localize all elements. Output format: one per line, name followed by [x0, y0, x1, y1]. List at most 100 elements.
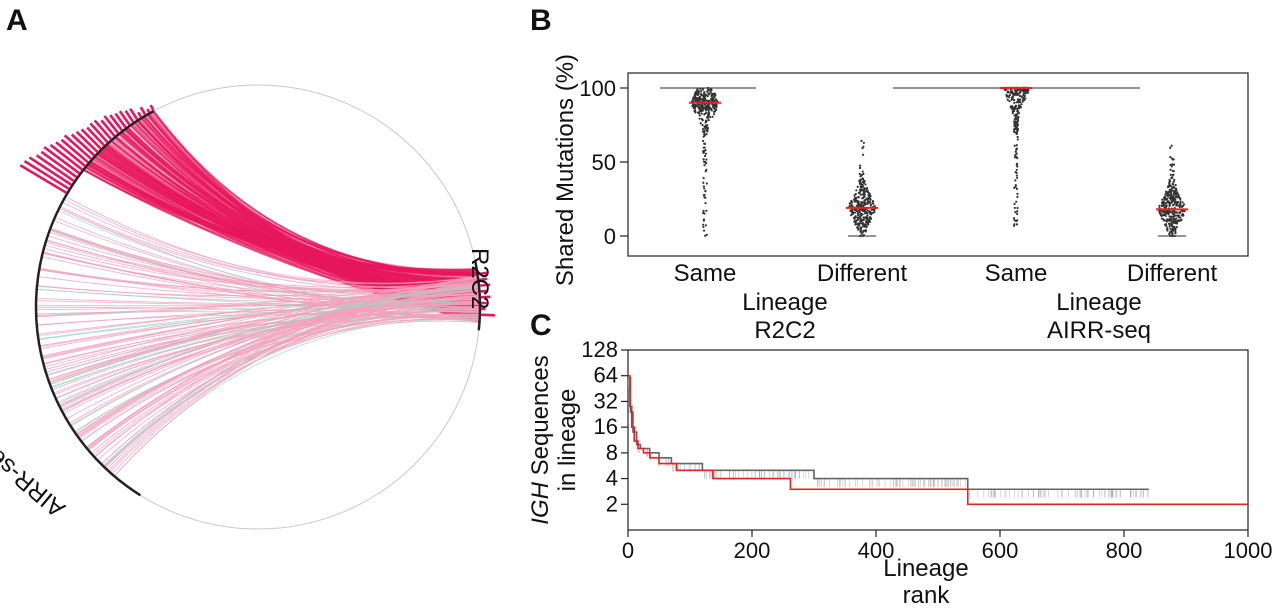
y-tick-label: 4 — [606, 466, 618, 491]
histogram-bar — [103, 115, 120, 135]
data-point — [861, 184, 864, 188]
data-point — [701, 88, 704, 91]
data-point — [693, 109, 696, 112]
panel-c-frame — [627, 349, 1249, 531]
data-point — [1169, 219, 1172, 222]
data-point — [1171, 169, 1174, 173]
data-point — [702, 160, 706, 163]
data-point — [858, 182, 862, 185]
data-point — [859, 164, 862, 167]
data-point — [702, 229, 706, 232]
data-point — [1015, 144, 1018, 147]
data-point — [711, 97, 714, 100]
data-point — [705, 182, 708, 185]
y-tick-label: 32 — [594, 388, 618, 413]
chord — [36, 288, 480, 310]
data-point — [704, 127, 707, 130]
data-point — [851, 211, 854, 214]
chord — [46, 239, 479, 288]
data-point — [704, 109, 708, 112]
data-point — [1013, 206, 1016, 210]
data-point — [705, 90, 709, 93]
data-point — [849, 201, 852, 205]
histogram-bar — [129, 107, 139, 121]
data-point — [1014, 115, 1018, 119]
data-point — [854, 222, 857, 225]
data-point — [864, 217, 867, 220]
data-point — [708, 113, 711, 116]
data-point — [1174, 191, 1177, 195]
data-point — [855, 219, 859, 222]
data-point — [1170, 200, 1173, 203]
data-point — [1163, 198, 1166, 201]
data-point — [709, 91, 712, 94]
data-point — [705, 107, 709, 110]
data-point — [1168, 204, 1171, 208]
data-point — [1162, 213, 1165, 216]
chord — [36, 297, 480, 306]
data-point — [703, 103, 706, 106]
data-point — [701, 98, 704, 101]
data-point — [1173, 221, 1177, 224]
data-point — [863, 187, 866, 190]
data-point — [1015, 220, 1018, 223]
data-point — [1014, 89, 1017, 92]
chord — [48, 288, 480, 382]
data-point — [1164, 206, 1167, 209]
data-point — [707, 100, 710, 103]
data-point — [714, 93, 717, 96]
data-point — [1013, 219, 1016, 222]
data-point — [857, 209, 860, 212]
data-point — [1016, 212, 1019, 215]
data-point — [1015, 126, 1018, 129]
data-point — [1165, 219, 1168, 222]
data-point — [699, 108, 702, 111]
data-point — [1005, 95, 1008, 98]
data-point — [872, 202, 875, 205]
data-point — [1169, 197, 1173, 200]
step-series — [628, 377, 1149, 491]
chord — [87, 163, 479, 280]
x-tick-label: 400 — [858, 538, 895, 563]
histogram-bar — [60, 138, 90, 164]
data-point — [704, 161, 708, 164]
data-point — [704, 170, 707, 173]
chord — [109, 307, 480, 473]
data-point — [862, 153, 865, 156]
data-point — [1013, 223, 1016, 226]
data-point — [705, 209, 708, 212]
data-point — [1016, 210, 1019, 213]
data-point — [694, 90, 697, 94]
y-tick-label: 8 — [606, 440, 618, 465]
category-label: Same — [985, 260, 1048, 287]
data-point — [1016, 206, 1019, 210]
data-point — [1169, 173, 1172, 176]
data-point — [703, 95, 706, 98]
data-point — [701, 104, 704, 107]
data-point — [704, 152, 707, 155]
dataset-label: AIRR-seq — [1047, 317, 1151, 344]
data-point — [861, 177, 865, 180]
panel-b-frame — [627, 72, 1249, 257]
data-point — [703, 164, 706, 167]
y-tick-label: 64 — [594, 363, 618, 388]
label-r2c2: R2C2 — [466, 248, 493, 309]
data-point — [1022, 98, 1025, 101]
panel-a-circos: R2C2 AIRR-seq — [0, 84, 495, 530]
data-point — [1172, 225, 1175, 228]
data-point — [1016, 89, 1019, 92]
data-point — [1174, 183, 1177, 187]
data-point — [1171, 186, 1174, 189]
data-point — [699, 87, 702, 90]
data-point — [857, 224, 860, 227]
data-point — [1160, 204, 1164, 207]
data-point — [1164, 196, 1167, 199]
data-point — [704, 201, 707, 205]
data-point — [700, 112, 703, 115]
data-point — [1164, 190, 1168, 193]
data-point — [704, 196, 707, 199]
data-point — [1169, 146, 1172, 149]
data-point — [1169, 227, 1172, 231]
histogram-bar — [43, 145, 81, 175]
